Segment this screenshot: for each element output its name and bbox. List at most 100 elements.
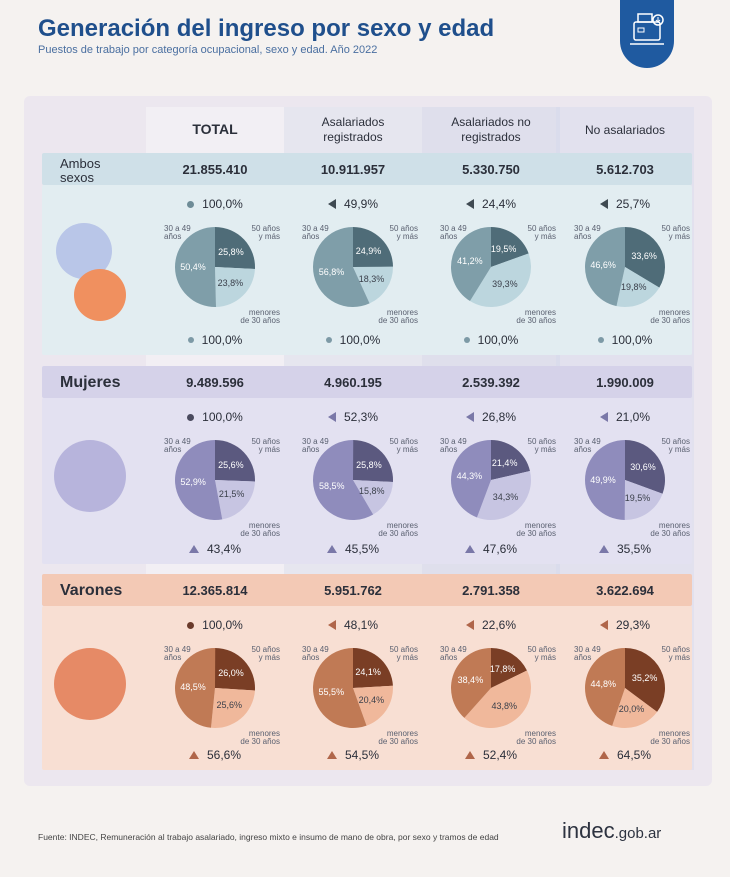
slice-under-30 [464,670,531,728]
triangle-left-icon [465,199,474,209]
slice-label-30-49: 55,5% [318,686,345,697]
triangle-up-icon [326,751,337,759]
triangle-left-icon [465,412,474,422]
dot-icon [597,337,604,343]
total-value: 12.365.814 [182,583,248,598]
slice-label-under-30: 19,8% [620,282,647,293]
total-value: 9.489.596 [186,375,244,390]
share-of-category: 54,5% [284,748,422,762]
slice-label-under-30: 43,8% [491,700,518,711]
slice-label-30-49: 50,4% [180,262,206,273]
slice-label-50-plus: 25,8% [218,246,244,257]
age-label-30-49: 30 a 49 años [574,224,601,241]
slice-label-under-30: 39,3% [492,279,518,290]
triangle-left-icon [327,412,336,422]
age-label-under-30: menores de 30 años [650,729,690,746]
triangle-left-icon [327,620,336,630]
avatar-varones [54,648,126,720]
age-label-30-49: 30 a 49 años [164,224,191,241]
age-label-50-plus: 50 años y más [389,437,418,454]
slice-50-plus [215,648,255,691]
age-label-50-plus: 50 años y más [661,645,690,662]
share-of-total: 100,0% [146,618,284,632]
age-label-30-49: 30 a 49 años [302,437,329,454]
slice-30-49 [174,648,216,728]
dot-icon [325,337,332,343]
age-label-50-plus: 50 años y más [527,645,556,662]
share-of-total: 48,1% [284,618,422,632]
share-value: 100,0% [201,333,243,347]
share-value: 54,5% [344,748,380,762]
slice-30-49 [313,440,374,520]
slice-50-plus [491,648,527,688]
slice-label-30-49: 44,8% [590,679,617,690]
slice-label-50-plus: 24,9% [355,246,382,257]
triangle-left-icon [599,620,608,630]
share-value: 47,6% [482,542,518,556]
share-of-total: 100,0% [146,410,284,424]
age-label-50-plus: 50 años y más [389,224,418,241]
age-label-under-30: menores de 30 años [378,729,418,746]
slice-50-plus [353,648,393,688]
share-of-category: 52,4% [422,748,560,762]
logo-suffix: .gob.ar [614,825,662,842]
slice-label-50-plus: 19,5% [490,244,517,254]
slice-30-49 [585,648,625,726]
slice-label-30-49: 48,5% [180,681,206,692]
slice-under-30 [353,480,393,515]
triangle-up-icon [188,545,199,553]
share-of-total: 24,4% [422,197,560,211]
share-value: 100,0% [477,333,519,347]
share-value: 48,1% [343,618,379,632]
share-of-total: 25,7% [556,197,694,211]
triangle-up-icon [326,545,337,553]
share-of-category: 100,0% [556,333,694,347]
slice-label-30-49: 44,3% [456,471,483,482]
pie-chart [313,440,393,520]
cash-register-icon [630,13,664,45]
share-value: 52,4% [482,748,518,762]
indec-badge [620,0,674,68]
slice-50-plus [625,440,665,494]
share-value: 45,5% [344,542,380,556]
total-value: 1.990.009 [596,375,654,390]
slice-under-30 [476,471,531,520]
share-value: 21,0% [615,410,651,424]
slice-label-under-30: 23,8% [217,277,244,288]
dot-icon [187,200,195,208]
avatar-varon-small [74,269,126,321]
age-label-50-plus: 50 años y más [527,437,556,454]
slice-50-plus [353,440,393,483]
share-value: 24,4% [481,197,517,211]
total-value: 2.539.392 [462,375,520,390]
slice-label-50-plus: 25,6% [218,459,244,470]
slice-under-30 [215,480,255,520]
slice-under-30 [469,253,531,307]
slice-label-50-plus: 26,0% [218,667,244,678]
total-value: 4.960.195 [324,375,382,390]
total-value: 5.330.750 [462,162,520,177]
total-value: 3.622.694 [596,583,654,598]
pie-chart [313,227,393,307]
slice-label-30-49: 56,8% [318,266,345,277]
age-label-under-30: menores de 30 años [650,521,690,538]
age-label-30-49: 30 a 49 años [440,645,467,662]
slice-30-49 [584,440,625,520]
slice-label-30-49: 52,9% [180,477,206,487]
section-header-mujeres [42,366,692,398]
total-value: 5.612.703 [596,162,654,177]
dot-icon [187,621,195,629]
share-of-total: 21,0% [556,410,694,424]
slice-50-plus [625,648,665,712]
slice-label-50-plus: 30,6% [630,462,656,473]
age-label-under-30: menores de 30 años [378,308,418,325]
age-label-50-plus: 50 años y más [661,224,690,241]
share-value: 25,7% [615,197,651,211]
share-of-category: 100,0% [146,333,284,347]
triangle-up-icon [464,545,475,553]
age-label-50-plus: 50 años y más [527,224,556,241]
slice-label-under-30: 20,4% [358,695,385,706]
age-label-under-30: menores de 30 años [240,729,280,746]
slice-label-under-30: 19,5% [624,493,651,504]
share-of-category: 56,6% [146,748,284,762]
